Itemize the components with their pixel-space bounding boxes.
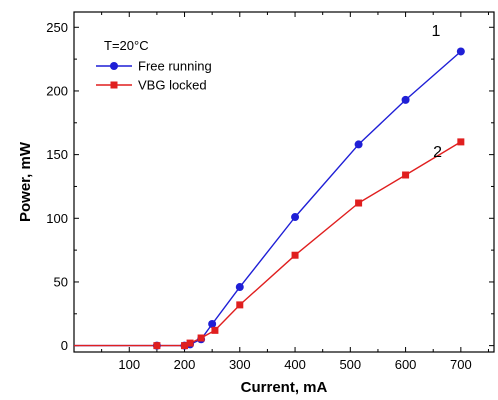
data-point	[208, 319, 217, 328]
y-tick-label: 100	[46, 211, 68, 226]
data-point	[181, 342, 189, 350]
data-point	[153, 342, 161, 350]
y-axis-title: Power, mW	[17, 141, 34, 222]
y-tick-label: 250	[46, 20, 68, 35]
x-tick-label: 400	[284, 357, 306, 372]
data-point	[236, 301, 244, 309]
x-tick-label: 500	[339, 357, 361, 372]
legend: T=20°C Free running VBG locked	[96, 38, 212, 93]
axis-titles: Current, mA Power, mW	[17, 141, 327, 396]
y-tick-label: 200	[46, 83, 68, 98]
plot-frame	[73, 11, 495, 353]
data-point	[235, 283, 244, 292]
data-point	[456, 47, 465, 56]
y-tick-label: 50	[54, 274, 68, 289]
curve-number-label: 1	[432, 23, 441, 40]
data-point	[354, 140, 363, 149]
data-point	[402, 171, 410, 179]
series-markers	[152, 47, 465, 350]
plot-border	[73, 11, 495, 353]
x-tick-label: 700	[450, 357, 472, 372]
legend-heading: T=20°C	[104, 38, 149, 53]
y-tick-label: 0	[61, 338, 68, 353]
axis-ticks: 100 200 300 400 500 600 700 0 50 100 150 200 250	[46, 12, 494, 372]
x-tick-label: 100	[118, 357, 140, 372]
data-point	[291, 213, 300, 222]
x-tick-label: 200	[174, 357, 196, 372]
legend-marker	[110, 62, 118, 70]
legend-label: VBG locked	[138, 78, 207, 93]
data-point	[186, 339, 194, 347]
series-lines	[74, 50, 462, 347]
data-point	[401, 95, 410, 104]
series-line-1	[74, 50, 462, 347]
data-point	[355, 199, 363, 207]
x-tick-label: 600	[395, 357, 417, 372]
x-axis-title: Current, mA	[241, 379, 328, 396]
data-point	[211, 326, 219, 334]
legend-marker	[110, 81, 118, 89]
annotations: 12	[432, 23, 443, 161]
curve-number-label: 2	[433, 144, 442, 161]
x-tick-label: 300	[229, 357, 251, 372]
data-point	[291, 251, 299, 259]
legend-label: Free running	[138, 59, 212, 74]
data-point	[457, 138, 465, 146]
data-point	[197, 334, 205, 342]
y-tick-label: 150	[46, 147, 68, 162]
